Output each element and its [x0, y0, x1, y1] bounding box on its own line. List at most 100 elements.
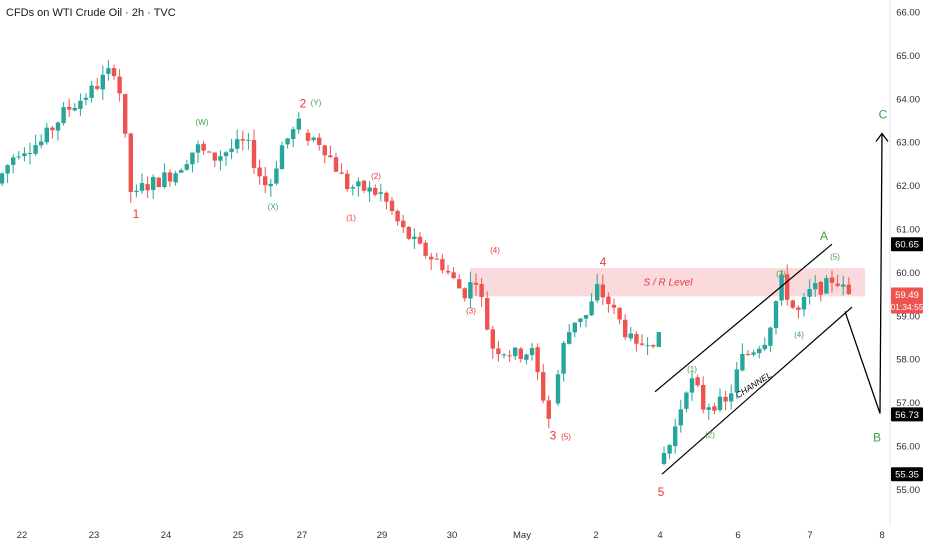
- wave-label: (3): [776, 270, 786, 279]
- candle-body: [740, 353, 745, 371]
- candle-body: [639, 343, 645, 345]
- candle-body: [824, 278, 829, 294]
- candle-body: [111, 68, 117, 76]
- price-badge-text: 60.65: [895, 240, 919, 251]
- candle-body: [361, 180, 367, 191]
- candle-body: [100, 74, 105, 90]
- candle-body: [712, 406, 717, 411]
- wave-label: 1: [133, 207, 140, 221]
- candle-body: [339, 172, 344, 174]
- candle-body: [11, 157, 16, 165]
- candle-body: [356, 181, 361, 187]
- channel-upper-line: [654, 243, 833, 393]
- candle-body: [61, 107, 66, 124]
- candle-body: [651, 344, 656, 347]
- wave-label: A: [820, 229, 828, 243]
- candle-body: [667, 445, 672, 454]
- candle-body: [434, 258, 439, 260]
- candle-body: [412, 236, 417, 240]
- candle-body: [628, 333, 633, 339]
- price-badge-text: 56.73: [895, 410, 919, 421]
- wave-label: (3): [466, 307, 476, 316]
- candle-body: [445, 270, 451, 273]
- candle-body: [218, 156, 223, 161]
- candle-body: [429, 256, 434, 260]
- candle-body: [279, 145, 285, 170]
- candle-body: [0, 173, 5, 184]
- candle-body: [723, 396, 728, 402]
- candle-body: [333, 157, 339, 172]
- candle-body: [179, 170, 184, 173]
- candle-body: [678, 409, 683, 426]
- candle-body: [328, 155, 333, 158]
- candle-body: [734, 369, 739, 393]
- time-axis[interactable]: 22 23 24 25 27 29 30 May 2 4 6 7 8: [17, 530, 885, 541]
- candle-body: [583, 315, 589, 319]
- candle-body: [345, 173, 350, 190]
- candle-body: [440, 259, 445, 271]
- candle-body: [184, 164, 189, 170]
- candle-body: [305, 132, 311, 141]
- candle-body: [72, 107, 77, 111]
- candle-body: [561, 342, 566, 374]
- wave-label: (1): [687, 365, 697, 374]
- candle-body: [128, 133, 133, 192]
- wave-label: (5): [561, 432, 571, 441]
- y-tick-label: 59.00: [896, 311, 920, 322]
- y-tick-label: 55.00: [896, 485, 920, 496]
- candle-body: [151, 177, 156, 190]
- candle-body: [395, 210, 400, 222]
- wave-label: (X): [268, 202, 279, 211]
- candle-body: [689, 378, 695, 393]
- wave-label: 2: [300, 96, 307, 110]
- candle-body: [39, 141, 44, 146]
- candle-body: [578, 318, 583, 323]
- candle-body: [807, 289, 812, 297]
- candle-body: [285, 138, 290, 145]
- candle-body: [406, 227, 411, 239]
- candle-body: [706, 407, 711, 410]
- candle-body: [117, 76, 122, 94]
- candle-body: [841, 284, 846, 287]
- price-axis[interactable]: 66.00 65.00 64.00 63.00 62.00 61.00 60.00 59.00…: [896, 8, 920, 496]
- candle-body: [572, 322, 577, 333]
- x-tick-label: 22: [17, 530, 28, 541]
- wave-label: 4: [600, 255, 607, 269]
- candle-body: [55, 122, 61, 131]
- candle-body: [240, 139, 245, 141]
- candle-body: [50, 127, 55, 131]
- candle-body: [173, 173, 178, 183]
- x-tick-label: 25: [233, 530, 244, 541]
- candle-body: [246, 139, 251, 141]
- candle-body: [507, 355, 512, 357]
- y-tick-label: 65.00: [896, 51, 920, 62]
- candle-body: [134, 190, 139, 193]
- candle-body: [106, 68, 111, 74]
- sr-zone-layer: S / R Level: [470, 268, 865, 297]
- candle-body: [257, 167, 262, 177]
- candle-body: [389, 200, 395, 212]
- candle-body: [350, 187, 355, 189]
- candle-body: [417, 236, 423, 244]
- x-tick-label: May: [513, 530, 531, 541]
- candle-body: [462, 288, 467, 299]
- y-tick-label: 64.00: [896, 94, 920, 105]
- candle-body: [212, 152, 217, 161]
- candle-body: [717, 396, 723, 410]
- candle-body: [751, 352, 756, 355]
- countdown-text: 01:34:55: [890, 302, 923, 312]
- wave-label: C: [879, 107, 888, 121]
- wave-label: (Y): [311, 98, 322, 107]
- x-tick-label: 30: [447, 530, 458, 541]
- wave-label: (2): [705, 430, 715, 439]
- candle-body: [67, 106, 72, 110]
- candle-body: [378, 192, 383, 194]
- candle-body: [485, 298, 490, 330]
- wave-label: (2): [371, 172, 381, 181]
- price-badge-text: 55.35: [895, 470, 919, 481]
- candle-body: [235, 139, 240, 149]
- candle-body: [78, 100, 83, 109]
- candle-body: [535, 347, 540, 373]
